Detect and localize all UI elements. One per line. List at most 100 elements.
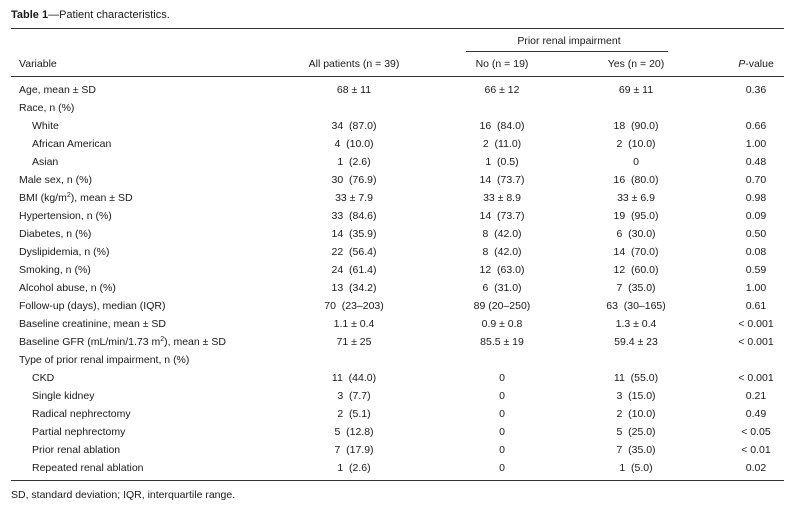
cell-all-patients: 5 (12.8) <box>334 426 374 438</box>
column-header-p-value: P-value <box>738 58 774 70</box>
cell-yes: 3 (15.0) <box>616 390 656 402</box>
row-label: Baseline creatinine, mean ± SD <box>19 318 167 330</box>
cell-all-patients: 34 (87.0) <box>331 120 377 132</box>
row-label: Single kidney <box>32 390 95 402</box>
cell-no: 14 (73.7) <box>479 174 525 186</box>
cell-no: 0 <box>499 426 505 438</box>
cell-yes: 1.3 ± 0.4 <box>615 318 657 330</box>
cell-yes: 0 <box>633 156 639 168</box>
cell-all-patients: 30 (76.9) <box>331 174 377 186</box>
cell-no: 85.5 ± 19 <box>480 336 524 348</box>
cell-p-value: 0.49 <box>745 408 767 420</box>
row-label: Type of prior renal impairment, n (%) <box>19 354 190 366</box>
cell-p-value: < 0.05 <box>741 426 771 438</box>
cell-yes: 5 (25.0) <box>616 426 656 438</box>
cell-yes: 7 (35.0) <box>616 282 656 294</box>
group-rule <box>466 51 668 52</box>
cell-p-value: < 0.01 <box>741 444 771 456</box>
cell-no: 89 (20–250) <box>473 300 531 312</box>
table-title-label: Table 1 <box>11 9 49 21</box>
row-label: Race, n (%) <box>19 102 75 114</box>
row-label: Repeated renal ablation <box>32 462 144 474</box>
cell-no: 0 <box>499 408 505 420</box>
cell-all-patients: 14 (35.9) <box>331 228 377 240</box>
cell-yes: 1 (5.0) <box>619 462 653 474</box>
table-title-text: —Patient characteristics. <box>48 9 170 21</box>
cell-p-value: 1.00 <box>745 282 767 294</box>
cell-no: 6 (31.0) <box>482 282 522 294</box>
row-label: Smoking, n (%) <box>19 264 91 276</box>
cell-yes: 33 ± 6.9 <box>617 192 655 204</box>
cell-all-patients: 13 (34.2) <box>331 282 377 294</box>
cell-p-value: < 0.001 <box>738 372 774 384</box>
cell-no: 33 ± 8.9 <box>483 192 521 204</box>
row-label: Asian <box>32 156 59 168</box>
cell-all-patients: 68 ± 11 <box>336 84 372 96</box>
column-header-variable: Variable <box>19 58 57 70</box>
cell-no: 0 <box>499 372 505 384</box>
cell-no: 8 (42.0) <box>482 228 522 240</box>
cell-no: 8 (42.0) <box>482 246 522 258</box>
cell-yes: 19 (95.0) <box>613 210 659 222</box>
row-label: Dyslipidemia, n (%) <box>19 246 110 258</box>
cell-p-value: 0.50 <box>745 228 767 240</box>
cell-no: 1 (0.5) <box>485 156 519 168</box>
column-header-all-patients: All patients (n = 39) <box>308 58 400 70</box>
row-label: Baseline GFR (mL/min/1.73 m2), mean ± SD <box>19 336 226 348</box>
top-rule <box>11 28 784 29</box>
cell-yes: 16 (80.0) <box>613 174 659 186</box>
cell-no: 16 (84.0) <box>479 120 525 132</box>
cell-all-patients: 1 (2.6) <box>337 462 371 474</box>
row-label: CKD <box>32 372 55 384</box>
cell-no: 66 ± 12 <box>484 84 520 96</box>
cell-yes: 12 (60.0) <box>613 264 659 276</box>
cell-yes: 18 (90.0) <box>613 120 659 132</box>
cell-yes: 2 (10.0) <box>616 138 656 150</box>
cell-no: 2 (11.0) <box>482 138 522 150</box>
cell-p-value: 0.59 <box>745 264 767 276</box>
cell-yes: 59.4 ± 23 <box>614 336 658 348</box>
cell-p-value: 0.61 <box>745 300 767 312</box>
row-label: Male sex, n (%) <box>19 174 92 186</box>
cell-no: 0 <box>499 462 505 474</box>
column-header-yes: Yes (n = 20) <box>607 58 665 70</box>
cell-p-value: < 0.001 <box>738 318 774 330</box>
cell-p-value: 0.08 <box>745 246 767 258</box>
cell-all-patients: 33 (84.6) <box>331 210 377 222</box>
cell-p-value: 0.70 <box>745 174 767 186</box>
row-label: African American <box>32 138 112 150</box>
cell-no: 14 (73.7) <box>479 210 525 222</box>
row-label: BMI (kg/m2), mean ± SD <box>19 192 133 204</box>
cell-p-value: < 0.001 <box>738 336 774 348</box>
table-footnote: SD, standard deviation; IQR, interquarti… <box>11 489 236 501</box>
row-label: Alcohol abuse, n (%) <box>19 282 116 294</box>
cell-p-value: 0.21 <box>745 390 767 402</box>
cell-no: 0 <box>499 390 505 402</box>
row-label: Hypertension, n (%) <box>19 210 112 222</box>
table-title: Table 1—Patient characteristics. <box>11 8 170 22</box>
cell-p-value: 0.66 <box>745 120 767 132</box>
header-rule <box>11 76 784 77</box>
row-label: Diabetes, n (%) <box>19 228 92 240</box>
cell-all-patients: 71 ± 25 <box>336 336 372 348</box>
cell-p-value: 0.36 <box>745 84 767 96</box>
row-label: Follow-up (days), median (IQR) <box>19 300 166 312</box>
cell-all-patients: 22 (56.4) <box>331 246 377 258</box>
cell-all-patients: 11 (44.0) <box>331 372 377 384</box>
cell-all-patients: 4 (10.0) <box>334 138 374 150</box>
cell-p-value: 0.02 <box>745 462 767 474</box>
cell-yes: 63 (30–165) <box>606 300 666 312</box>
cell-p-value: 1.00 <box>745 138 767 150</box>
cell-all-patients: 24 (61.4) <box>331 264 377 276</box>
cell-no: 12 (63.0) <box>479 264 525 276</box>
group-header-prior-renal-impairment: Prior renal impairment <box>517 35 621 47</box>
row-label: White <box>32 120 59 132</box>
row-label: Partial nephrectomy <box>32 426 126 438</box>
cell-all-patients: 2 (5.1) <box>337 408 371 420</box>
cell-all-patients: 33 ± 7.9 <box>335 192 373 204</box>
cell-p-value: 0.48 <box>745 156 767 168</box>
cell-yes: 11 (55.0) <box>613 372 659 384</box>
cell-yes: 69 ± 11 <box>618 84 654 96</box>
row-label: Prior renal ablation <box>32 444 121 456</box>
cell-all-patients: 1 (2.6) <box>337 156 371 168</box>
